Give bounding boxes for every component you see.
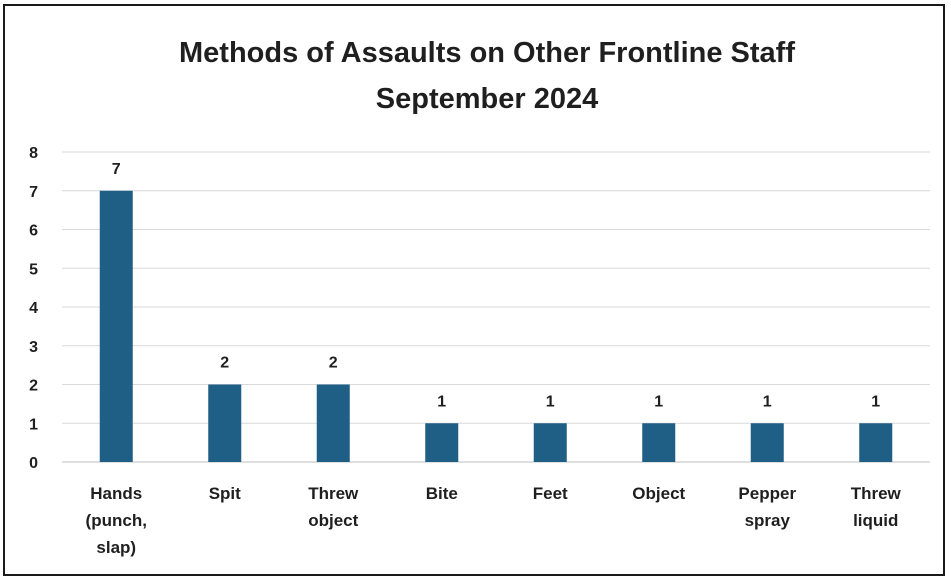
bar xyxy=(208,384,242,462)
data-label: 2 xyxy=(329,355,338,372)
bar xyxy=(642,423,676,462)
gridlines xyxy=(62,151,930,463)
data-label: 7 xyxy=(112,161,121,178)
bar xyxy=(316,384,350,462)
y-tick-label: 3 xyxy=(29,339,38,356)
y-tick-label: 4 xyxy=(29,300,38,317)
bar xyxy=(859,423,893,462)
bar xyxy=(425,423,459,462)
data-labels: 7 2 2 1 1 1 1 1 xyxy=(112,161,881,411)
y-tick-label: 6 xyxy=(29,223,38,240)
y-tick-label: 8 xyxy=(29,145,38,162)
y-tick-label: 5 xyxy=(29,261,38,278)
data-label: 1 xyxy=(654,393,663,410)
bar xyxy=(750,423,784,462)
data-label: 1 xyxy=(871,393,880,410)
y-axis-ticks: 0 1 2 3 4 5 6 7 8 xyxy=(29,145,38,472)
category-label: Threw liquid xyxy=(851,484,902,530)
data-label: 1 xyxy=(546,393,555,410)
category-label: Feet xyxy=(533,484,568,503)
bar xyxy=(99,190,133,462)
category-label: Threw object xyxy=(308,484,359,530)
y-tick-label: 0 xyxy=(29,455,38,472)
bar xyxy=(533,423,567,462)
y-tick-label: 2 xyxy=(29,378,38,395)
chart-frame xyxy=(3,4,945,576)
category-label: Object xyxy=(632,484,685,503)
data-label: 2 xyxy=(220,355,229,372)
category-label: Spit xyxy=(209,484,241,503)
data-label: 1 xyxy=(763,393,772,410)
chart-subtitle: September 2024 xyxy=(376,83,598,115)
y-tick-label: 1 xyxy=(29,416,38,433)
category-label: Pepper spray xyxy=(738,484,796,530)
y-tick-label: 7 xyxy=(29,184,38,201)
bars xyxy=(99,190,893,462)
chart-title: Methods of Assaults on Other Frontline S… xyxy=(179,37,795,69)
category-label: Bite xyxy=(426,484,458,503)
data-label: 1 xyxy=(437,393,446,410)
category-label: Hands (punch, slap) xyxy=(86,484,147,557)
x-axis-categories: Hands (punch, slap) Spit Threw object Bite Feet… xyxy=(86,484,902,557)
